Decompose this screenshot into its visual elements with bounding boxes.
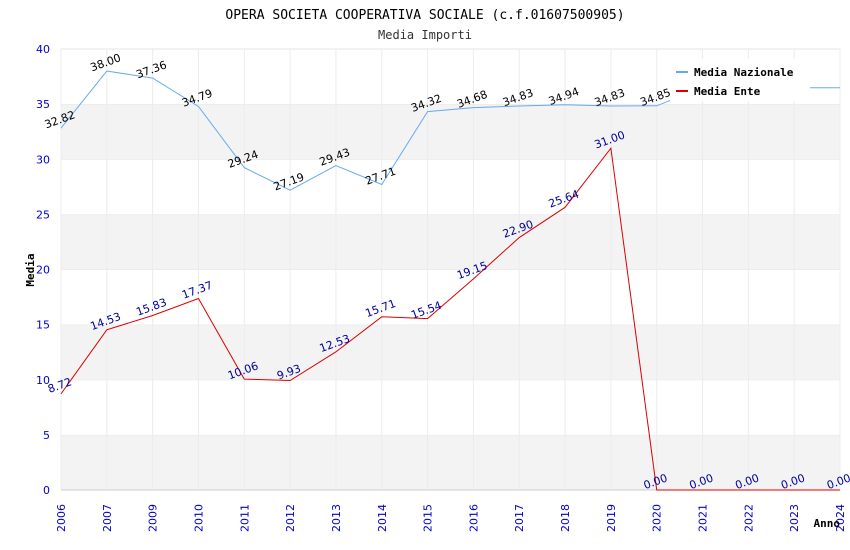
x-tick-label: 2010 (192, 504, 205, 532)
grid-band (61, 269, 840, 325)
y-tick-label: 35 (36, 98, 50, 111)
x-tick-label: 2022 (742, 504, 755, 532)
y-tick-label: 0 (43, 484, 50, 497)
legend: Media Nazionale Media Ente (670, 59, 810, 101)
x-tick-label: 2018 (559, 504, 572, 532)
y-tick-label: 10 (36, 374, 50, 387)
x-axis-title: Anno (814, 517, 841, 530)
x-axis-ticks: 2006 2007 2009 2010 2011 2012 2013 2014 2015 2016… (55, 504, 847, 532)
grid-band (61, 159, 840, 215)
legend-box (670, 59, 810, 101)
x-tick-label: 2023 (788, 504, 801, 532)
grid-band (61, 379, 840, 435)
y-tick-label: 30 (36, 153, 50, 166)
x-tick-label: 2020 (651, 504, 664, 532)
legend-entry: Media Nazionale (694, 66, 794, 79)
y-tick-label: 20 (36, 264, 50, 277)
grid-band (61, 214, 840, 270)
series-line (60, 146, 840, 491)
chart-title: OPERA SOCIETA COOPERATIVA SOCIALE (c.f.0… (225, 8, 624, 23)
x-tick-label: 2009 (147, 504, 160, 532)
x-tick-label: 2015 (422, 504, 435, 532)
x-tick-label: 2019 (605, 504, 618, 532)
y-tick-label: 5 (43, 429, 50, 442)
x-tick-label: 2012 (284, 504, 297, 532)
y-axis-ticks: 0 5 10 15 20 25 30 35 40 (36, 43, 50, 497)
grid-band (61, 434, 840, 490)
x-tick-label: 2007 (101, 504, 114, 532)
x-tick-label: 2013 (330, 504, 343, 532)
y-tick-label: 40 (36, 43, 50, 56)
grid-band (61, 104, 840, 160)
grid-bands (60, 48, 841, 491)
x-tick-label: 2006 (55, 504, 68, 532)
y-tick-label: 15 (36, 319, 50, 332)
x-tick-label: 2024 (834, 504, 847, 532)
x-tick-label: 2014 (376, 504, 389, 532)
y-tick-label: 25 (36, 208, 50, 221)
legend-entry: Media Ente (694, 85, 761, 98)
y-axis-title: Media (24, 253, 37, 286)
x-tick-label: 2017 (513, 504, 526, 532)
chart-subtitle: Media Importi (378, 28, 472, 42)
x-tick-label: 2021 (697, 504, 710, 532)
grid-band (61, 324, 840, 380)
x-tick-label: 2016 (467, 504, 480, 532)
x-tick-label: 2011 (238, 504, 251, 532)
